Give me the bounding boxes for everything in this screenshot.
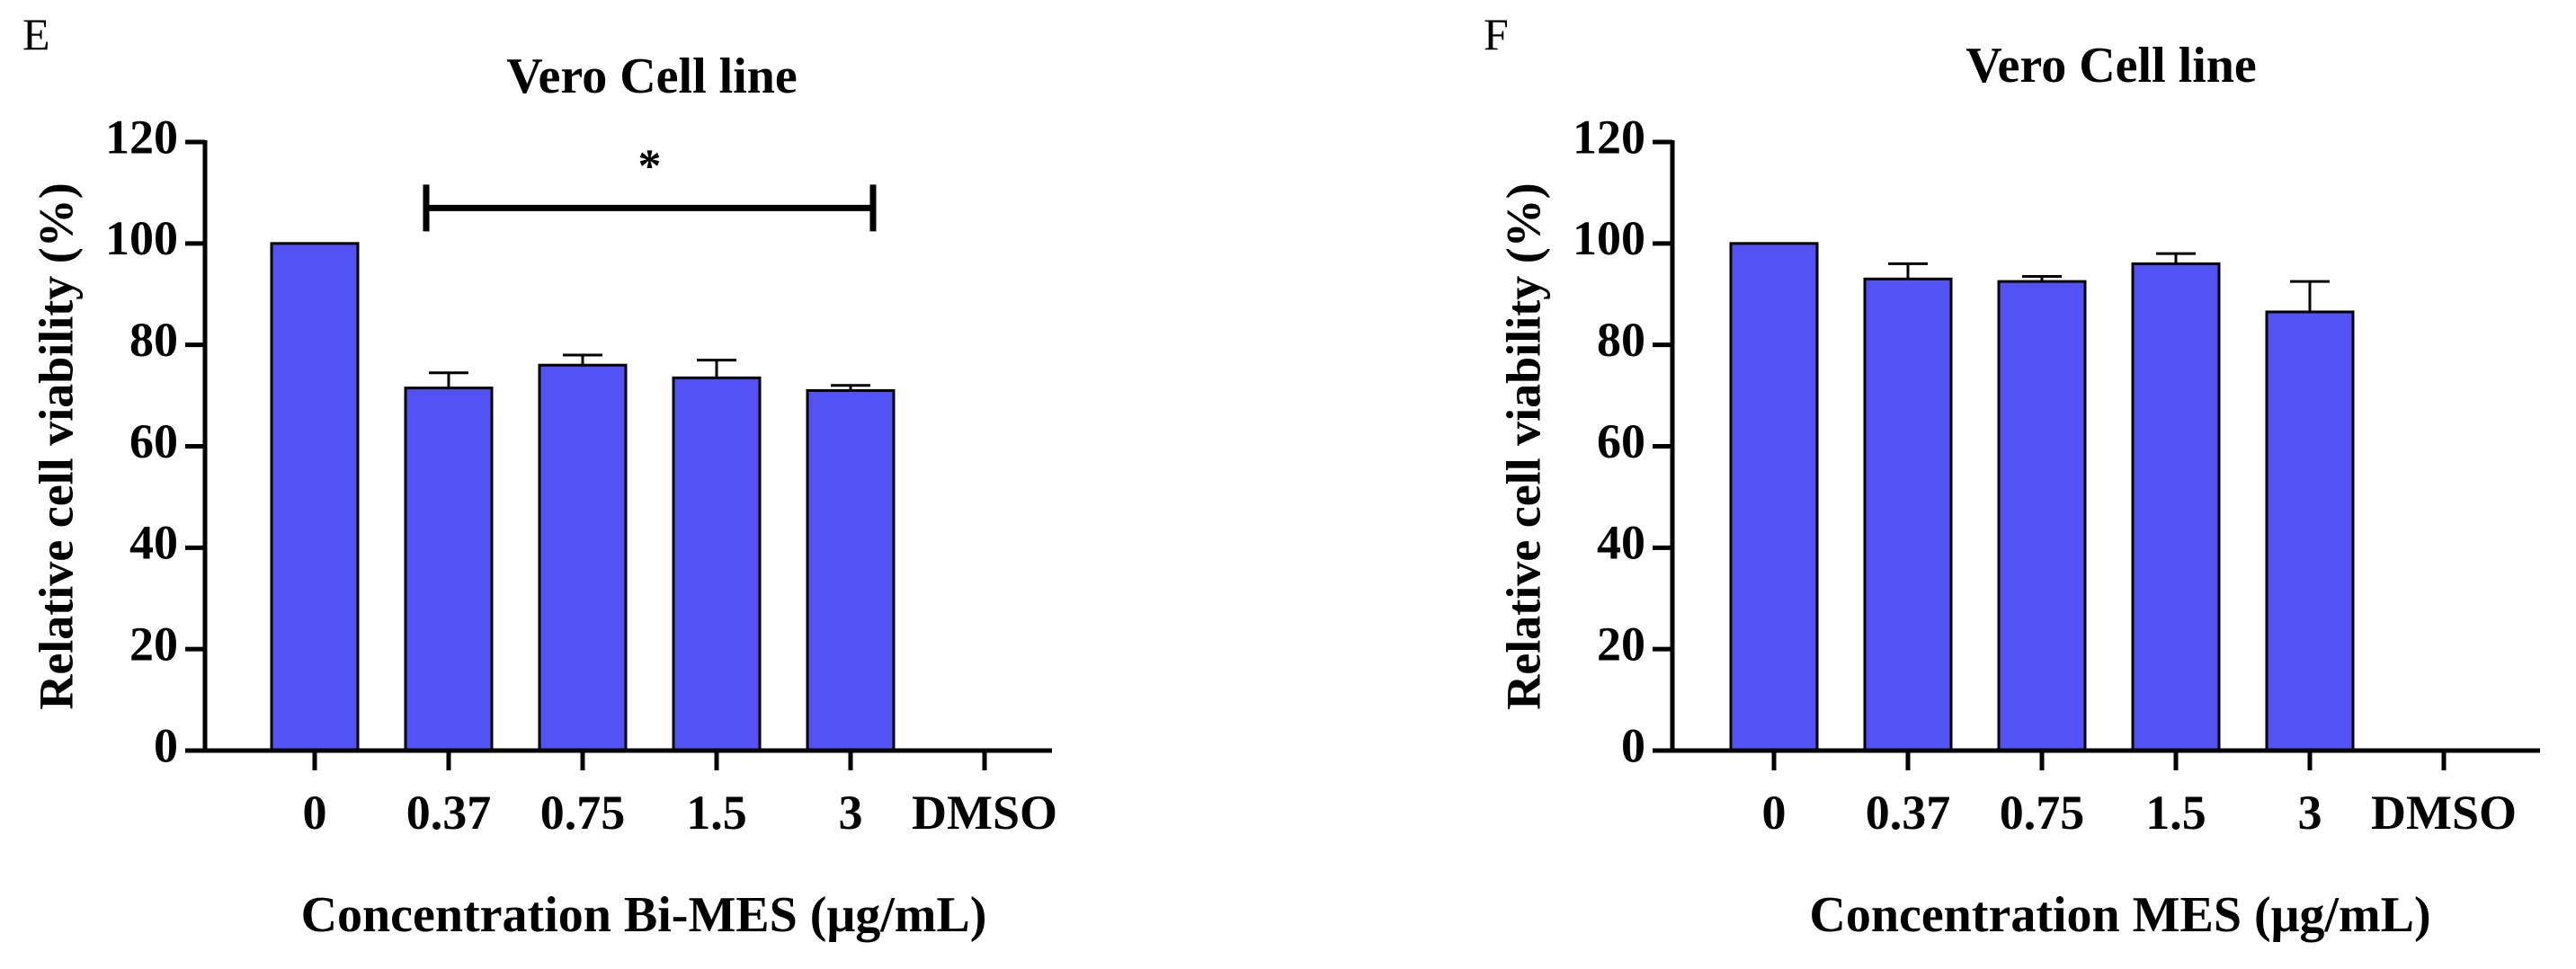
bar-0.37 — [404, 387, 494, 752]
y-tick-label: 80 — [129, 313, 178, 367]
y-tick-label: 40 — [1597, 516, 1645, 570]
y-axis-label: Relative cell viability (%) — [29, 182, 83, 709]
bar-0.75 — [1997, 280, 2087, 752]
x-tick-label: 0.37 — [406, 786, 492, 840]
panel-f: F Vero Cell line Relative cell viability (… — [1484, 9, 2540, 943]
y-tick-label: 60 — [129, 414, 178, 468]
y-tick-label: 100 — [1573, 211, 1645, 265]
bar-0.75 — [538, 363, 628, 752]
bar-0 — [1729, 242, 1819, 752]
x-tick-label: 1.5 — [686, 786, 747, 840]
chart-title: Vero Cell line — [506, 49, 798, 104]
x-tick-label: 3 — [2298, 786, 2322, 840]
x-tick-label: 0 — [1762, 786, 1787, 840]
bar-3 — [806, 388, 896, 752]
bar-1.5 — [672, 376, 762, 752]
x-axis-label: Concentration Bi-MES (μg/mL) — [301, 887, 987, 943]
y-tick-label: 0 — [1621, 718, 1645, 772]
y-axis-label: Relative cell viability (%) — [1496, 182, 1550, 709]
chart-title: Vero Cell line — [1965, 38, 2257, 93]
x-tick-label: 0.75 — [2000, 786, 2085, 840]
panel-label: E — [22, 9, 50, 59]
y-tick-label: 100 — [105, 211, 178, 265]
y-tick-label: 120 — [105, 110, 178, 164]
y-tick-label: 60 — [1597, 414, 1645, 468]
bar-1.5 — [2131, 262, 2221, 752]
x-tick-label: 0.75 — [540, 786, 626, 840]
x-tick-label: DMSO — [2371, 786, 2517, 840]
y-tick-label: 20 — [129, 618, 178, 671]
y-tick-label: 120 — [1573, 110, 1645, 164]
x-tick-label: 0 — [303, 786, 327, 840]
bar-0 — [270, 242, 360, 752]
y-tick-label: 40 — [129, 516, 178, 570]
x-axis-label: Concentration MES (μg/mL) — [1809, 887, 2430, 943]
panel-e: E Vero Cell line Relative cell viability (… — [22, 9, 1057, 943]
y-tick-label: 80 — [1597, 313, 1645, 367]
bar-0.37 — [1863, 277, 1953, 752]
x-tick-label: 3 — [839, 786, 863, 840]
x-tick-label: 0.37 — [1866, 786, 1951, 840]
x-tick-label: 1.5 — [2145, 786, 2206, 840]
x-tick-label: DMSO — [912, 786, 1057, 840]
bar-3 — [2265, 310, 2355, 752]
panel-label: F — [1484, 9, 1509, 59]
y-tick-label: 20 — [1597, 618, 1645, 671]
significance-label: * — [638, 140, 662, 191]
y-tick-label: 0 — [154, 718, 178, 772]
